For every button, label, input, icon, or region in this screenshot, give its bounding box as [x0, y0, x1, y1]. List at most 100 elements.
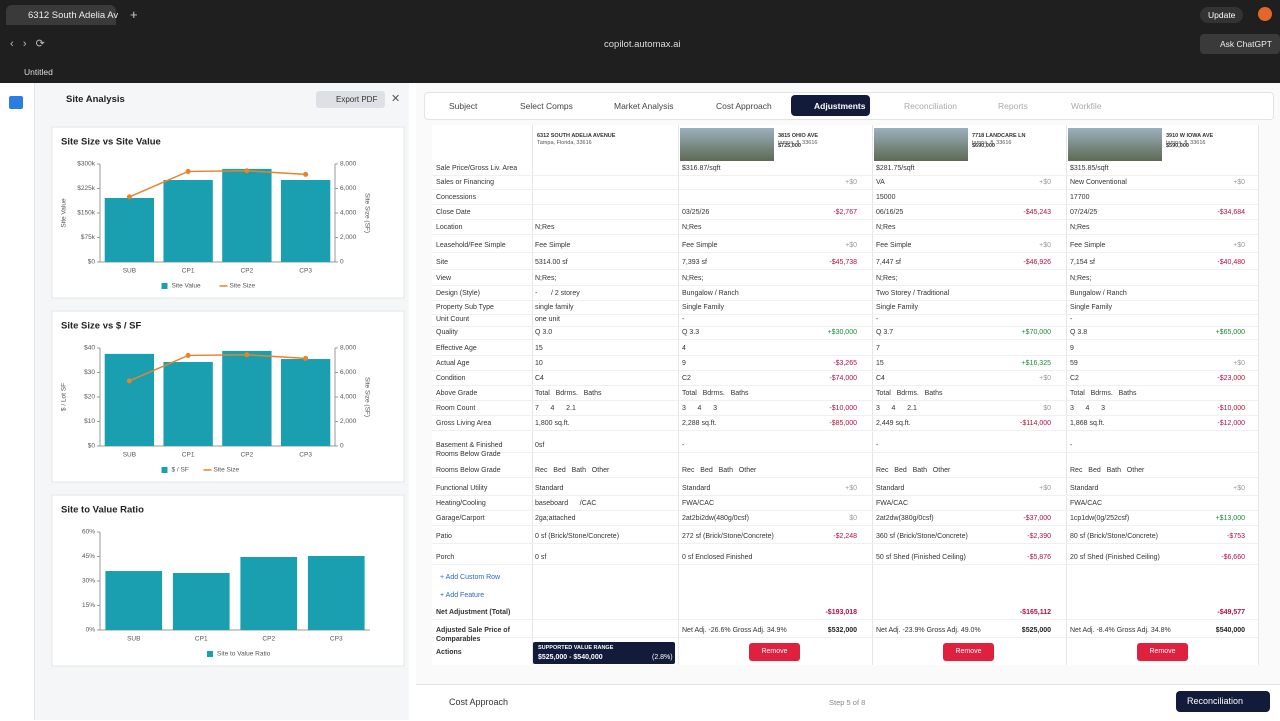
tab[interactable]: Reconciliation: [904, 101, 957, 111]
back-button[interactable]: Cost Approach: [449, 697, 509, 707]
cell: Bungalow / Ranch: [682, 290, 739, 297]
adjustment: +$0: [1233, 485, 1245, 492]
x-tick-label: CP1: [182, 452, 195, 459]
close-panel[interactable]: ✕: [391, 93, 401, 105]
cell: Single Family: [1070, 304, 1113, 311]
cell: New Conventional: [1070, 179, 1127, 186]
remove-button[interactable]: Remove: [943, 643, 994, 661]
adjustment: +$0: [845, 179, 857, 186]
cell: 7: [876, 345, 880, 352]
bar: [307, 556, 365, 630]
adjustment: $0: [1043, 405, 1051, 412]
cell: Two Storey / Traditional: [876, 290, 950, 297]
add-feature[interactable]: + Add Feature: [440, 592, 485, 599]
update-button[interactable]: Update: [1200, 7, 1244, 23]
bookmark[interactable]: Untitled: [24, 67, 53, 77]
x-tick-label: CP2: [262, 636, 275, 643]
bar: [104, 353, 155, 446]
row-label: Actual Age: [436, 360, 470, 367]
cell: 1cp1dw(0g/252csf): [1070, 515, 1130, 522]
add-custom-row[interactable]: + Add Custom Row: [440, 574, 501, 581]
remove-button[interactable]: Remove: [1137, 643, 1188, 661]
cell: Single Family: [876, 304, 919, 311]
column-line: [678, 125, 679, 665]
y-tick-label: $75k: [81, 234, 96, 241]
row-label: Close Date: [436, 209, 471, 216]
cell: C2: [682, 375, 691, 382]
cell: C4: [876, 375, 885, 382]
cell: 3 4 3: [682, 405, 718, 412]
adjustment: -$5,876: [1027, 554, 1051, 561]
tab[interactable]: Select Comps: [520, 101, 573, 111]
tab[interactable]: Workfile: [1071, 101, 1102, 111]
cell: 0 sf (Brick/Stone/Concrete): [535, 533, 620, 540]
row-line: [432, 637, 1258, 638]
tab[interactable]: Market Analysis: [614, 101, 674, 111]
y-tick-label: 45%: [82, 553, 95, 560]
adjustment: -$46,926: [1023, 259, 1051, 266]
chart-title: Site Size vs $ / SF: [61, 321, 141, 332]
x-tick-label: CP1: [195, 636, 208, 643]
new-tab[interactable]: +: [130, 7, 138, 22]
url[interactable]: copilot.automax.ai: [604, 39, 681, 50]
tab[interactable]: Subject: [449, 101, 478, 111]
row-line: [432, 452, 1258, 453]
adjustment: -$45,738: [829, 259, 857, 266]
adjustment: $540,000: [1215, 627, 1245, 634]
export-pdf[interactable]: Export PDF: [316, 91, 386, 108]
cell: Net Adj. -8.4% Gross Adj. 34.8%: [1070, 627, 1171, 634]
row-label: Rooms Below Grade: [436, 467, 501, 474]
cell: $315.85/sqft: [1070, 165, 1109, 172]
cell: Rec Bed Bath Other: [535, 467, 610, 474]
cell: C4: [535, 375, 544, 382]
y2-tick-label: 6,000: [340, 369, 357, 376]
row-label: Basement & Finished Rooms Below Grade: [436, 442, 503, 458]
row-line: [432, 300, 1258, 301]
home-icon[interactable]: [9, 96, 23, 109]
cell: 3 4 2.1: [876, 405, 917, 412]
next-button[interactable]: Reconciliation: [1176, 691, 1270, 712]
cell: Fee Simple: [682, 242, 718, 249]
range-pct: (2.8%): [652, 654, 673, 661]
line: [129, 354, 306, 382]
adjustment: -$40,480: [1217, 259, 1245, 266]
cell: $316.87/sqft: [682, 165, 721, 172]
row-label: Effective Age: [436, 345, 477, 352]
adjustment: $525,000: [1021, 627, 1051, 634]
cell: Q 3.0: [535, 329, 553, 336]
range-box: [533, 642, 675, 664]
cell: 10: [535, 360, 543, 367]
point: [185, 168, 191, 174]
tab[interactable]: Cost Approach: [716, 101, 772, 111]
ask-chatgpt[interactable]: Ask ChatGPT: [1200, 34, 1280, 54]
legend-label: Site Size: [214, 467, 240, 474]
cell: 3 4 3: [1070, 405, 1106, 412]
cell: 0 sf: [535, 554, 547, 561]
adjustment: -$3,265: [833, 360, 857, 367]
row-line: [432, 234, 1258, 235]
adjustment: -$165,112: [1019, 609, 1051, 616]
nav-icons[interactable]: ‹ › ⟳: [10, 38, 45, 50]
bar: [222, 350, 272, 446]
step: Step 5 of 8: [829, 698, 866, 707]
cell: Net Adj. -23.9% Gross Adj. 49.0%: [876, 627, 981, 634]
price: $590,000: [1166, 143, 1189, 149]
x-tick-label: CP1: [182, 268, 195, 275]
y2-tick-label: 6,000: [340, 185, 357, 192]
bar: [104, 197, 155, 262]
bar: [240, 556, 298, 630]
cell: FWA/CAC: [876, 500, 909, 507]
cell: 03/25/26: [682, 209, 710, 216]
cell: FWA/CAC: [1070, 500, 1103, 507]
tab[interactable]: Reports: [998, 101, 1028, 111]
avatar[interactable]: [1258, 7, 1272, 21]
row-line: [432, 385, 1258, 386]
remove-button[interactable]: Remove: [749, 643, 800, 661]
cell: Q 3.3: [682, 329, 700, 336]
row-label: Sale Price/Gross Liv. Area: [436, 165, 518, 172]
cell: 272 sf (Brick/Stone/Concrete): [682, 533, 774, 540]
browser-tab[interactable]: [6, 5, 116, 25]
row-label: Quality: [436, 329, 458, 336]
tab[interactable]: Adjustments: [814, 101, 866, 111]
cell: 17700: [1070, 194, 1090, 201]
